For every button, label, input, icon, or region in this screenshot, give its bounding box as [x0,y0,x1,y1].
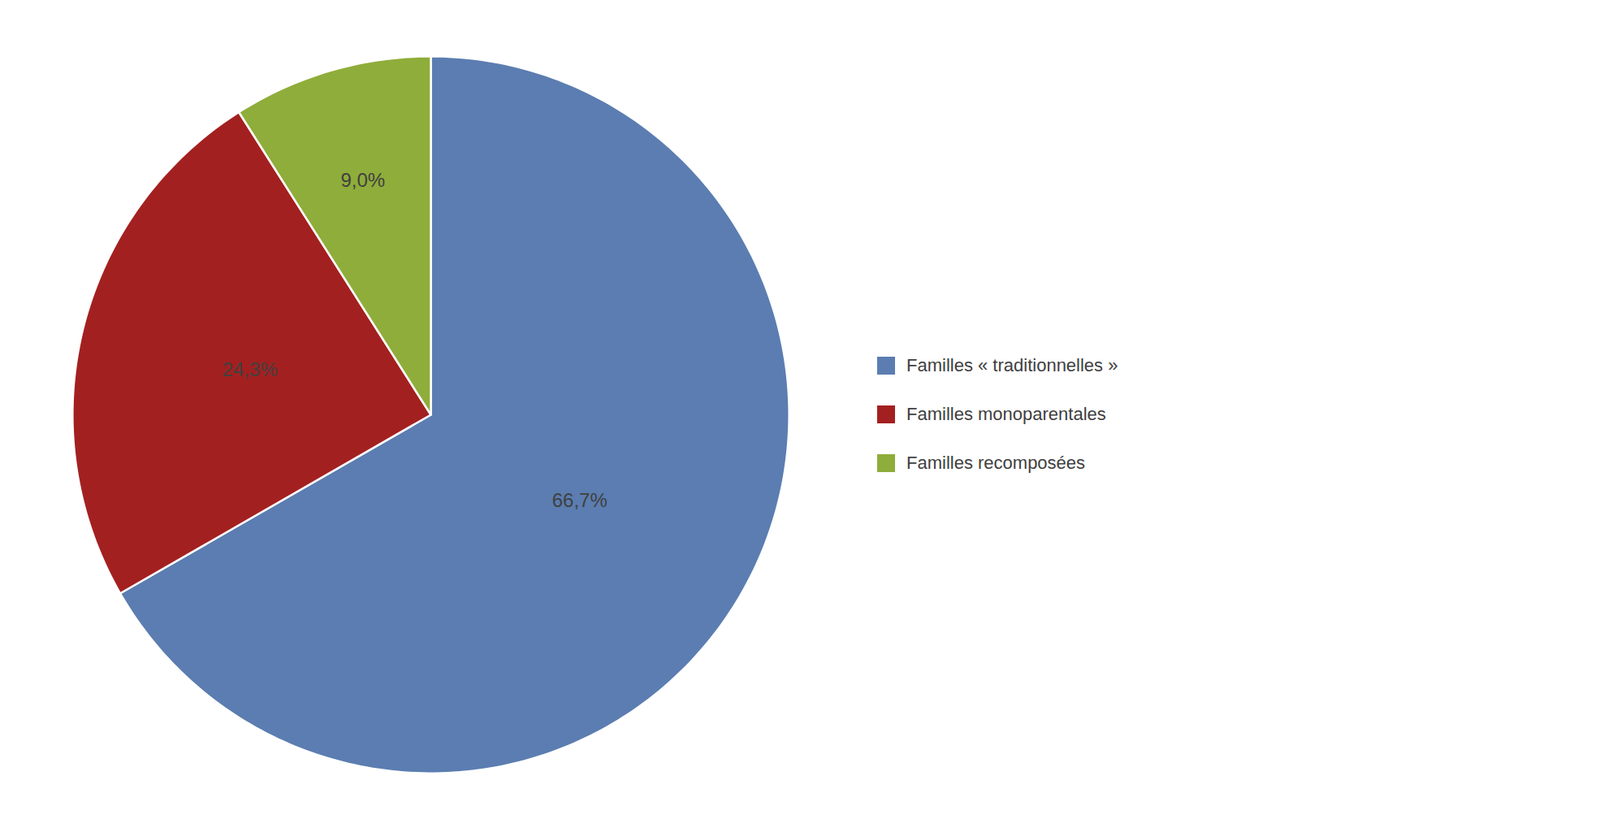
html-text:Familles recomposées: Familles recomposées [906,451,1086,473]
svg-text:24,3%: 24,3% [222,358,278,381]
html-text:Familles monoparentales: Familles monoparentales [906,403,1107,424]
svg-text:9,0%: 9,0% [340,168,385,191]
svg-text:66,7%: 66,7% [552,488,608,511]
html-text:Familles « traditionnelles »: Familles « traditionnelles » [906,354,1118,375]
